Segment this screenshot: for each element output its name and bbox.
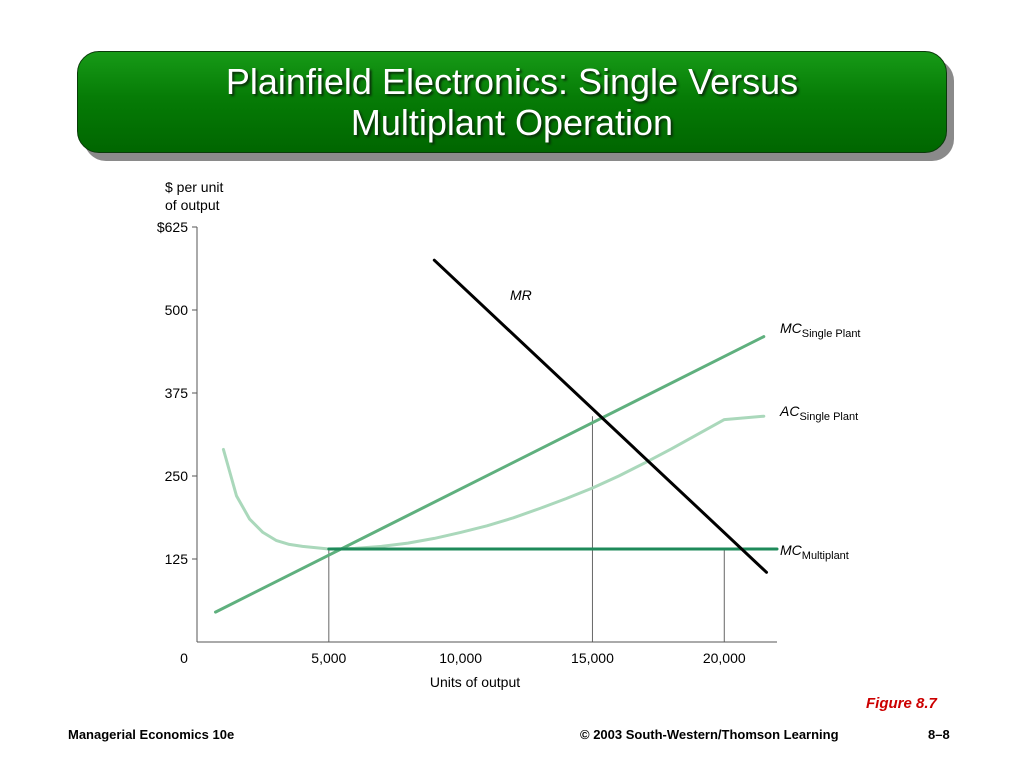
slide-title-line2: Multiplant Operation [350,102,674,143]
reference-lines [328,416,725,642]
series-line-ac-single [221,414,766,551]
x-axis-label: Units of output [430,674,520,690]
x-tick-label: 0 [180,650,188,666]
series-label-mr: MR [510,287,532,303]
footer-center: © 2003 South-Western/Thomson Learning [580,727,839,742]
series-line-mc-single [214,335,766,614]
series-label-mc-single: MCSingle Plant [780,320,861,340]
title-banner: Plainfield Electronics: Single Versus Mu… [77,51,947,153]
ticks: 125 250 375 500 $625 0 5,000 10,000 15,000 20,000 [157,219,746,666]
x-tick-label: 20,000 [703,650,746,666]
series-label-mc-multi: MCMultiplant [780,542,849,562]
y-tick-label: 375 [165,385,189,401]
y-tick-label: 125 [165,551,189,567]
y-tick-label: $625 [157,219,188,235]
y-tick-label: 500 [165,302,189,318]
slide-title-line1: Plainfield Electronics: Single Versus [225,61,799,102]
x-tick-label: 5,000 [311,650,346,666]
series-line-mr [432,258,768,574]
y-tick-label: 250 [165,468,189,484]
figure-label: Figure 8.7 [866,695,937,712]
y-axis-label-line2: of output [165,197,220,213]
x-tick-label: 15,000 [571,650,614,666]
y-axis-label-line1: $ per unit [165,179,223,195]
series-group [214,258,779,614]
series-labels: MR MCSingle Plant ACSingle Plant MCMultipla… [510,287,861,562]
x-tick-label: 10,000 [439,650,482,666]
footer-left: Managerial Economics 10e [68,727,235,742]
series-label-ac-single: ACSingle Plant [779,403,858,423]
footer-right: 8–8 [928,727,950,742]
axes [196,227,777,643]
